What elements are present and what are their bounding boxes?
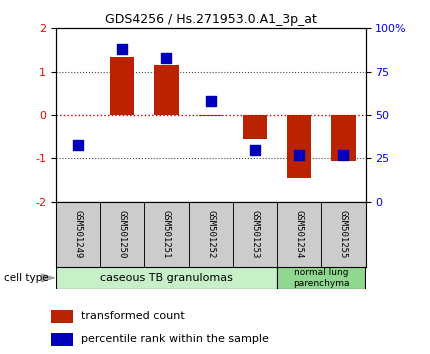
Bar (56, 202, 100, 267)
Text: GSM501253: GSM501253 (250, 210, 259, 259)
Text: percentile rank within the sample: percentile rank within the sample (81, 335, 269, 344)
Bar (277, 202, 321, 267)
Text: caseous TB granulomas: caseous TB granulomas (100, 273, 233, 283)
Bar (243, 115, 267, 139)
Text: GSM501252: GSM501252 (206, 210, 215, 259)
Point (119, 46, 126, 52)
Bar (277, 267, 366, 289)
Bar (56, 267, 277, 289)
Bar (321, 202, 366, 267)
Bar (189, 202, 233, 267)
Bar (51, 310, 73, 323)
Text: GSM501255: GSM501255 (339, 210, 348, 259)
Text: transformed count: transformed count (81, 312, 184, 321)
Point (296, 152, 303, 158)
Point (207, 98, 214, 104)
Bar (144, 202, 189, 267)
Bar (233, 202, 277, 267)
Text: normal lung
parenchyma: normal lung parenchyma (293, 268, 350, 287)
Bar (331, 115, 356, 161)
Polygon shape (41, 274, 55, 282)
Bar (287, 115, 311, 178)
Bar (100, 202, 144, 267)
Bar (110, 57, 135, 115)
Point (340, 152, 347, 158)
Point (252, 147, 258, 153)
Bar (51, 333, 73, 346)
Bar (199, 115, 223, 116)
Point (74, 142, 81, 147)
Title: GDS4256 / Hs.271953.0.A1_3p_at: GDS4256 / Hs.271953.0.A1_3p_at (105, 13, 316, 26)
Text: GSM501250: GSM501250 (118, 210, 127, 259)
Text: GSM501249: GSM501249 (74, 210, 83, 259)
Point (163, 55, 170, 61)
Text: GSM501251: GSM501251 (162, 210, 171, 259)
Text: GSM501254: GSM501254 (295, 210, 304, 259)
Bar (154, 65, 178, 115)
Text: cell type: cell type (4, 273, 49, 283)
